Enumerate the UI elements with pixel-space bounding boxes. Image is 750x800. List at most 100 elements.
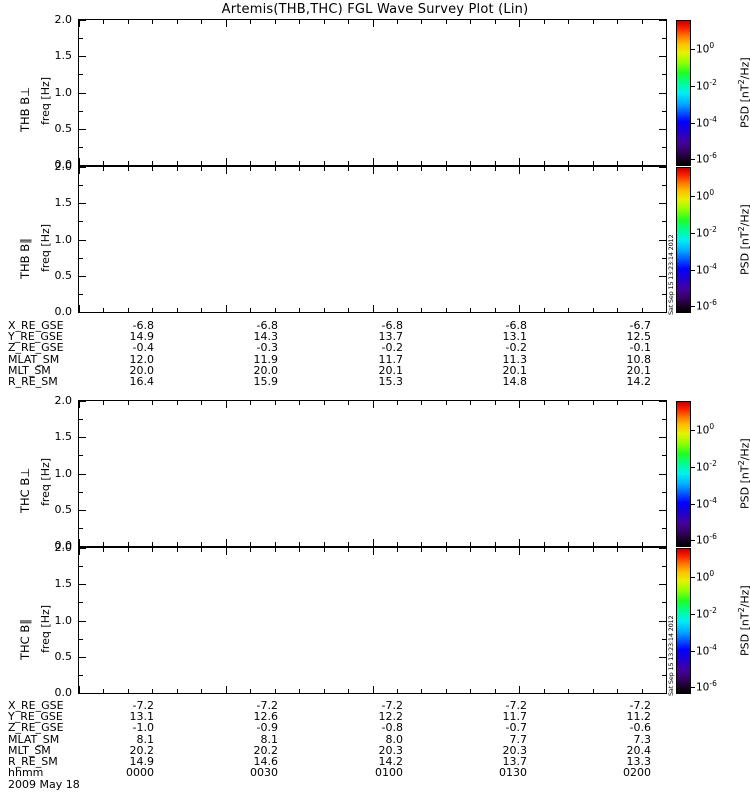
tick-mark	[79, 584, 83, 585]
panel-thb-bperp[interactable]	[78, 19, 667, 166]
tick-mark	[226, 686, 227, 693]
panel-thc-bpara[interactable]	[78, 547, 667, 694]
tick-mark	[79, 38, 83, 39]
colorbar-tick-mark	[691, 504, 695, 505]
colorbar-tick-mark	[691, 123, 695, 124]
ephemeris-value: -7.2	[629, 699, 651, 712]
tick-mark	[250, 161, 251, 165]
tick-mark	[348, 167, 349, 171]
tick-mark	[397, 161, 398, 165]
tick-mark	[152, 308, 153, 312]
tick-mark	[397, 401, 398, 405]
tick-mark	[299, 542, 300, 546]
tick-mark	[152, 167, 153, 171]
colorbar-thb-bpara[interactable]	[676, 167, 691, 313]
ephemeris-value: -0.6	[629, 721, 651, 735]
tick-mark	[299, 401, 300, 405]
tick-mark	[79, 56, 86, 57]
colorbar-tick-mark	[691, 159, 695, 160]
tick-mark	[79, 294, 83, 295]
tick-mark	[79, 510, 83, 511]
colorbar-thb-bperp[interactable]	[676, 20, 691, 166]
tick-mark	[79, 167, 80, 174]
tick-mark	[659, 56, 666, 57]
tick-mark	[617, 20, 618, 24]
tick-mark	[79, 20, 86, 21]
colorbar-thc-bperp[interactable]	[676, 401, 691, 547]
tick-mark	[324, 401, 325, 405]
tick-mark	[617, 167, 618, 171]
panel-thb-bpara[interactable]	[78, 166, 667, 313]
tick-mark	[662, 258, 666, 259]
tick-mark	[519, 158, 520, 165]
ephemeris-value: 15.3	[378, 374, 404, 388]
tick-mark	[662, 111, 666, 112]
tick-mark	[79, 584, 86, 585]
y-tick-label: 0.0	[54, 305, 73, 318]
colorbar-thc-bpara[interactable]	[676, 548, 691, 694]
ephemeris-value: -7.2	[381, 699, 403, 712]
tick-mark	[662, 566, 666, 567]
tick-mark	[446, 308, 447, 312]
tick-mark	[201, 20, 202, 24]
tick-mark	[642, 308, 643, 312]
panel-ticks	[79, 548, 667, 694]
tick-mark	[659, 240, 666, 241]
tick-mark	[470, 167, 471, 171]
ephemeris-value: -0.3	[256, 341, 278, 355]
tick-mark	[642, 20, 643, 24]
tick-mark	[275, 689, 276, 693]
tick-mark	[662, 93, 666, 94]
tick-mark	[250, 542, 251, 546]
tick-mark	[593, 308, 594, 312]
tick-mark	[275, 161, 276, 165]
colorbar-title-2: PSD [nT2/Hz]	[737, 438, 750, 509]
colorbar-tick-label: 10-2	[696, 606, 717, 621]
tick-mark	[103, 20, 104, 24]
ephemeris-row-label: X_RE_GSE	[8, 699, 64, 712]
tick-mark	[662, 675, 666, 676]
tick-mark	[519, 305, 520, 312]
tick-mark	[662, 492, 666, 493]
tick-mark	[348, 401, 349, 405]
tick-mark	[324, 308, 325, 312]
tick-mark	[666, 20, 667, 27]
y-tick-label: 1.0	[54, 233, 73, 246]
tick-mark	[659, 276, 666, 277]
tick-mark	[201, 548, 202, 552]
tick-mark	[519, 548, 520, 555]
tick-mark	[177, 20, 178, 24]
tick-mark	[201, 308, 202, 312]
tick-mark	[79, 621, 86, 622]
tick-mark	[79, 20, 80, 27]
tick-mark	[152, 161, 153, 165]
ephemeris-value: -6.8	[505, 319, 527, 332]
tick-mark	[373, 686, 374, 693]
tick-mark	[373, 548, 374, 555]
tick-mark	[544, 548, 545, 552]
ephemeris-value: 12.5	[626, 330, 652, 344]
tick-mark	[250, 167, 251, 171]
panel-thc-bperp[interactable]	[78, 400, 667, 547]
y-tick-label: 0.5	[54, 269, 73, 282]
tick-mark	[324, 689, 325, 693]
tick-mark	[79, 675, 83, 676]
ephemeris-row-label: hhmm	[8, 766, 44, 780]
tick-mark	[201, 689, 202, 693]
tick-mark	[544, 20, 545, 24]
tick-mark	[666, 548, 667, 555]
tick-mark	[568, 20, 569, 24]
tick-mark	[79, 401, 80, 408]
tick-mark	[519, 20, 520, 27]
tick-mark	[79, 528, 83, 529]
tick-mark	[373, 20, 374, 27]
tick-mark	[470, 689, 471, 693]
tick-mark	[324, 167, 325, 171]
tick-mark	[79, 240, 86, 241]
colorbar-tick-label: 10-4	[696, 261, 717, 277]
colorbar-tick-label: 10-2	[696, 459, 717, 474]
y-tick-label: 1.0	[54, 614, 73, 627]
ephemeris-value: -6.8	[256, 319, 278, 332]
tick-mark	[79, 602, 83, 603]
tick-mark	[79, 240, 83, 241]
